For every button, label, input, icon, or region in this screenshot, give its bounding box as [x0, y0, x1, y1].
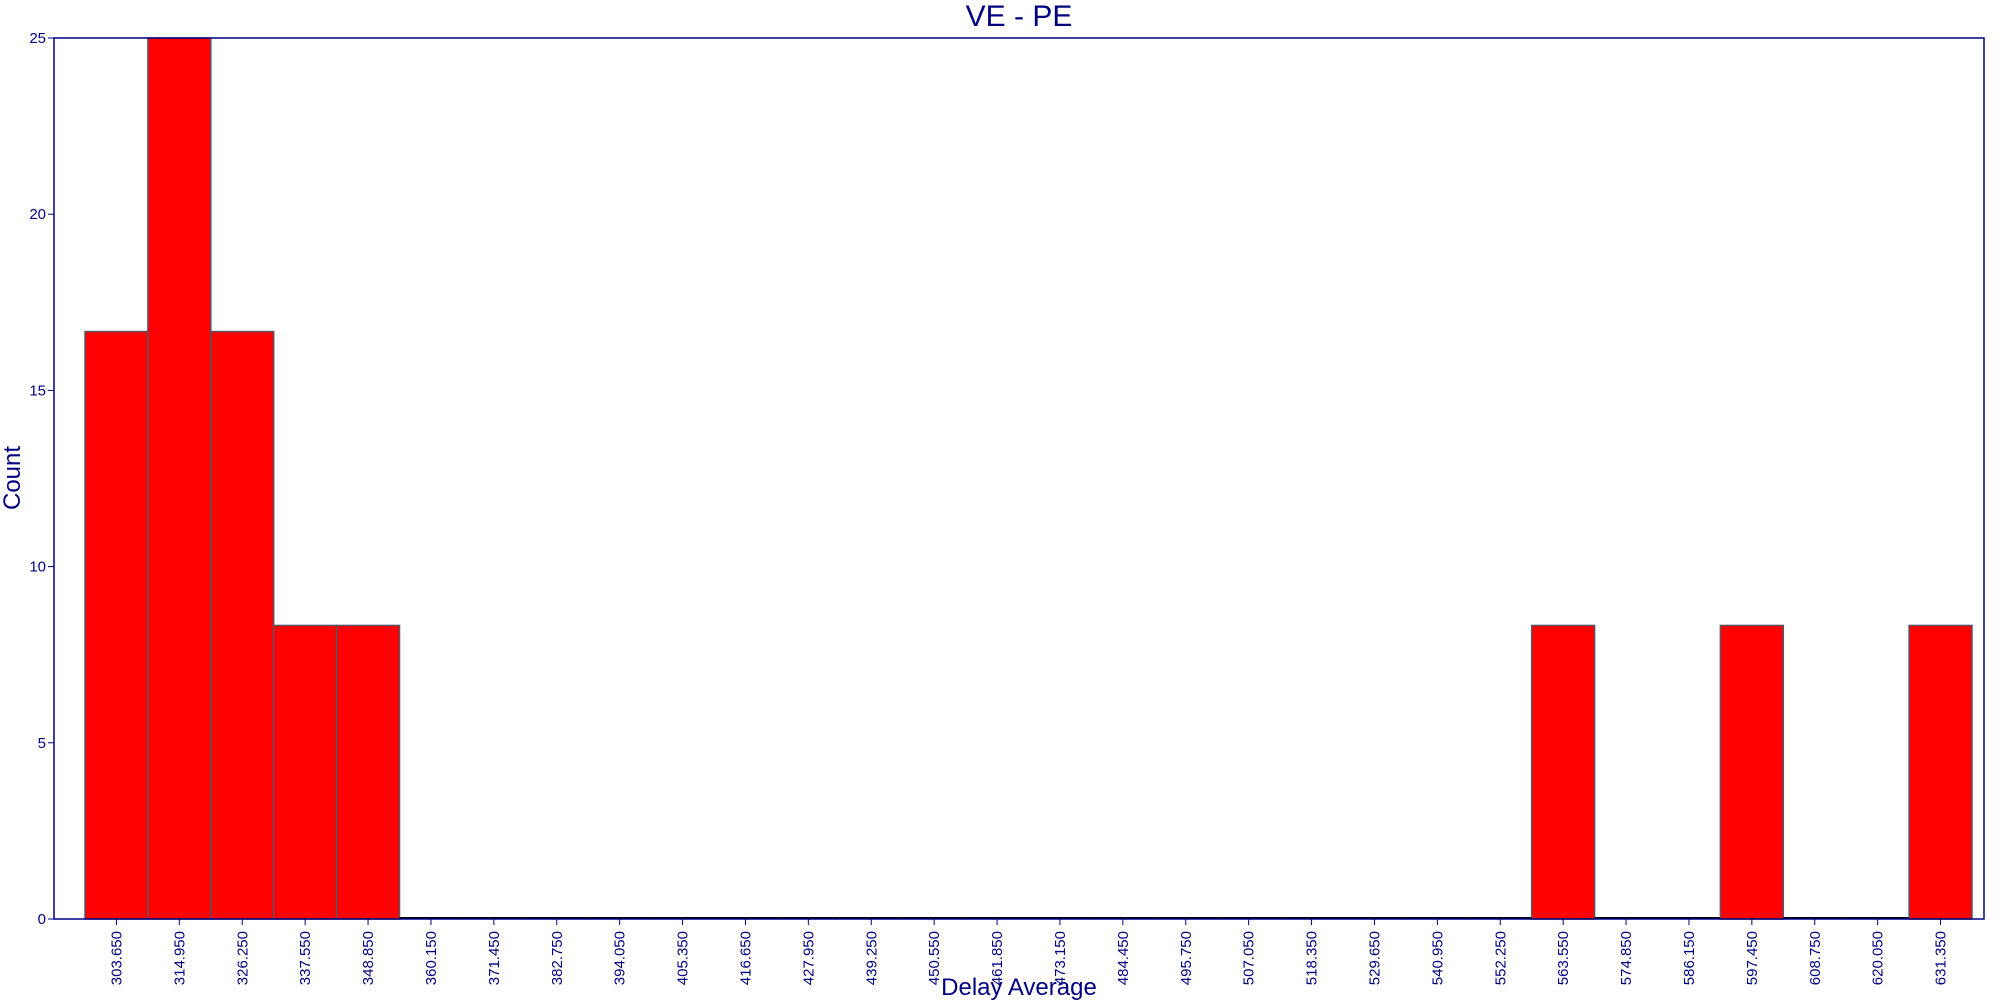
x-tick-label: 574.850 — [1618, 931, 1635, 985]
x-tick-label: 416.650 — [737, 931, 754, 985]
x-tick-label: 563.550 — [1555, 931, 1572, 985]
chart-title: VE - PE — [966, 0, 1073, 33]
histogram-bar — [335, 624, 401, 920]
x-tick-label: 303.650 — [108, 931, 125, 985]
x-tick-label: 450.550 — [926, 931, 943, 985]
y-tick-label: 15 — [29, 382, 46, 399]
x-axis-title: Delay Average — [941, 974, 1097, 1000]
x-tick-label: 631.350 — [1933, 931, 1950, 985]
x-tick-label: 540.950 — [1429, 931, 1446, 985]
x-tick-label: 326.250 — [234, 931, 251, 985]
x-tick-label: 371.450 — [486, 931, 503, 985]
x-tick-label: 337.550 — [297, 931, 314, 985]
y-tick-label: 0 — [38, 911, 46, 928]
x-tick-label: 608.750 — [1807, 931, 1824, 985]
x-axis: 303.650 314.950 326.250 337.550 348.850 360.1… — [108, 919, 1950, 985]
x-tick-label: 382.750 — [549, 931, 566, 985]
histogram-bar — [272, 624, 338, 920]
histogram-bar — [147, 37, 212, 920]
x-tick-label: 394.050 — [612, 931, 629, 985]
x-tick-label: 495.750 — [1178, 931, 1195, 985]
y-axis: 0 5 10 15 20 25 — [29, 30, 54, 928]
y-tick-label: 20 — [29, 206, 46, 223]
plot-frame — [53, 37, 1985, 920]
x-tick-label: 597.450 — [1744, 931, 1761, 985]
y-tick-label: 25 — [29, 30, 46, 47]
x-tick-label: 484.450 — [1115, 931, 1132, 985]
x-tick-label: 461.850 — [989, 931, 1006, 985]
histogram-bar — [210, 330, 275, 920]
x-tick-label: 620.050 — [1870, 931, 1887, 985]
x-tick-label: 405.350 — [675, 931, 692, 985]
x-tick-label: 348.850 — [360, 931, 377, 985]
x-tick-label: 360.150 — [423, 931, 440, 985]
y-axis-title: Count — [0, 446, 26, 510]
x-tick-label: 473.150 — [1052, 931, 1069, 985]
x-tick-label: 439.250 — [863, 931, 880, 985]
x-tick-label: 552.250 — [1492, 931, 1509, 985]
x-tick-label: 529.650 — [1366, 931, 1383, 985]
x-tick-label: 507.050 — [1241, 931, 1258, 985]
histogram-bar — [1719, 624, 1785, 920]
bars-layer — [84, 37, 1973, 920]
x-tick-label: 518.350 — [1304, 931, 1321, 985]
histogram-bar — [84, 330, 149, 920]
y-tick-label: 10 — [29, 559, 46, 576]
x-tick-label: 314.950 — [171, 931, 188, 985]
histogram-bar — [1908, 624, 1973, 920]
y-tick-label: 5 — [38, 735, 46, 752]
x-tick-label: 586.150 — [1681, 931, 1698, 985]
x-tick-label: 427.950 — [800, 931, 817, 985]
histogram-bar — [1530, 624, 1596, 920]
